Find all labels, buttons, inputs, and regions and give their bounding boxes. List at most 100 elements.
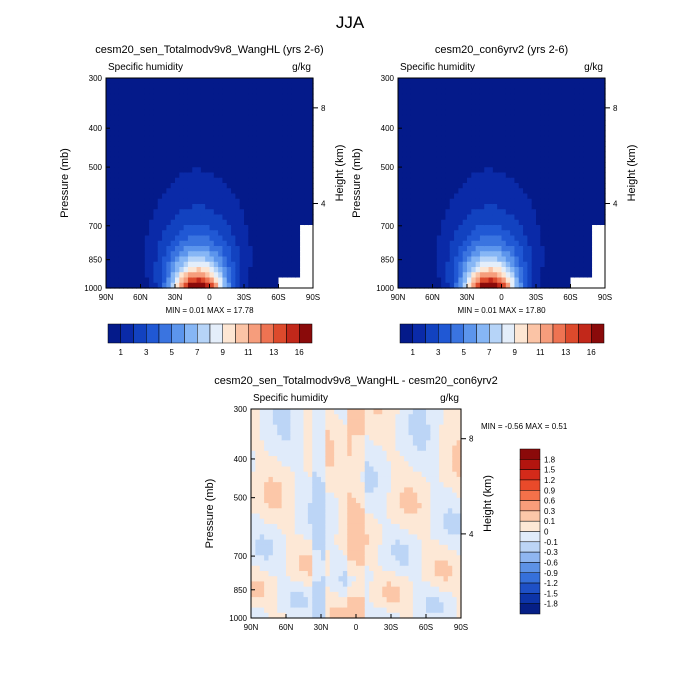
field-cell [574, 204, 580, 210]
field-cell [561, 109, 567, 116]
field-cell [222, 282, 228, 289]
field-cell [479, 167, 485, 174]
field-cell [187, 88, 193, 95]
field-cell [131, 88, 137, 95]
field-cell [501, 193, 507, 200]
field-cell [222, 272, 228, 279]
field-cell [170, 167, 176, 174]
field-cell [316, 529, 322, 535]
field-cell [304, 188, 310, 195]
field-cell [479, 114, 485, 121]
field-cell [518, 120, 524, 126]
field-cell [299, 440, 305, 447]
field-cell [523, 151, 528, 158]
field-cell [118, 104, 124, 111]
field-cell [406, 235, 412, 242]
field-cell [123, 78, 129, 84]
field-cell [265, 83, 271, 90]
field-cell [458, 230, 464, 237]
field-cell [110, 267, 116, 273]
field-cell [222, 125, 228, 132]
field-cell [239, 198, 245, 205]
field-cell [166, 167, 172, 174]
field-cell [222, 141, 228, 147]
field-cell [286, 539, 291, 546]
field-cell [114, 114, 120, 121]
field-cell [492, 214, 498, 221]
field-cell [308, 109, 314, 116]
field-cell [235, 183, 241, 189]
field-cell [153, 204, 159, 210]
field-cell [467, 214, 472, 221]
field-cell [410, 83, 416, 90]
field-cell [596, 261, 602, 268]
field-cell [200, 125, 206, 132]
field-cell [187, 151, 193, 158]
field-cell [484, 125, 490, 132]
field-cell [497, 114, 503, 121]
field-cell [304, 246, 310, 252]
field-cell [596, 204, 602, 210]
field-cell [523, 125, 528, 132]
field-cell [114, 88, 120, 95]
field-cell [342, 586, 348, 593]
field-cell [175, 209, 180, 216]
field-cell [295, 146, 301, 153]
field-cell [144, 198, 150, 205]
field-cell [269, 209, 275, 216]
field-cell [300, 172, 305, 179]
field-cell [209, 162, 215, 168]
field-cell [544, 246, 550, 252]
field-cell [488, 214, 494, 221]
field-cell [231, 120, 236, 126]
field-cell [239, 93, 245, 100]
field-cell [449, 141, 455, 147]
field-cell [213, 230, 219, 237]
field-cell [347, 570, 353, 577]
field-cell [356, 518, 361, 525]
field-cell [492, 251, 498, 258]
field-cell [592, 251, 597, 258]
field-cell [153, 277, 159, 284]
field-cell [291, 209, 297, 216]
field-cell [454, 188, 459, 195]
field-cell [600, 114, 606, 121]
field-cell [307, 409, 313, 415]
field-cell [248, 120, 254, 126]
field-cell [570, 267, 576, 273]
field-cell [454, 83, 459, 90]
field-cell [544, 114, 550, 121]
field-cell [587, 272, 593, 279]
field-cell [256, 188, 262, 195]
field-cell [209, 93, 215, 100]
field-cell [252, 246, 258, 252]
field-cell [226, 246, 232, 252]
field-cell [282, 177, 288, 184]
field-cell [114, 177, 120, 184]
field-cell [505, 183, 511, 189]
field-cell [222, 177, 228, 184]
field-cell [294, 513, 300, 520]
field-cell [261, 246, 267, 252]
field-cell [265, 172, 271, 179]
field-cell [281, 429, 287, 436]
field-cell [321, 461, 326, 468]
field-cell [436, 146, 442, 153]
field-cell [162, 162, 167, 168]
field-cell [347, 586, 353, 593]
field-cell [471, 188, 477, 195]
field-cell [479, 193, 485, 200]
field-cell [566, 230, 572, 237]
field-cell [183, 104, 189, 111]
field-cell [255, 518, 261, 525]
field-cell [300, 151, 305, 158]
y-tick-label: 850 [89, 256, 103, 265]
field-cell [449, 167, 455, 174]
field-cell [248, 93, 254, 100]
field-cell [557, 251, 563, 258]
field-cell [149, 183, 155, 189]
field-cell [157, 188, 163, 195]
field-cell [213, 256, 219, 263]
field-cell [566, 214, 572, 221]
field-cell [307, 602, 313, 609]
